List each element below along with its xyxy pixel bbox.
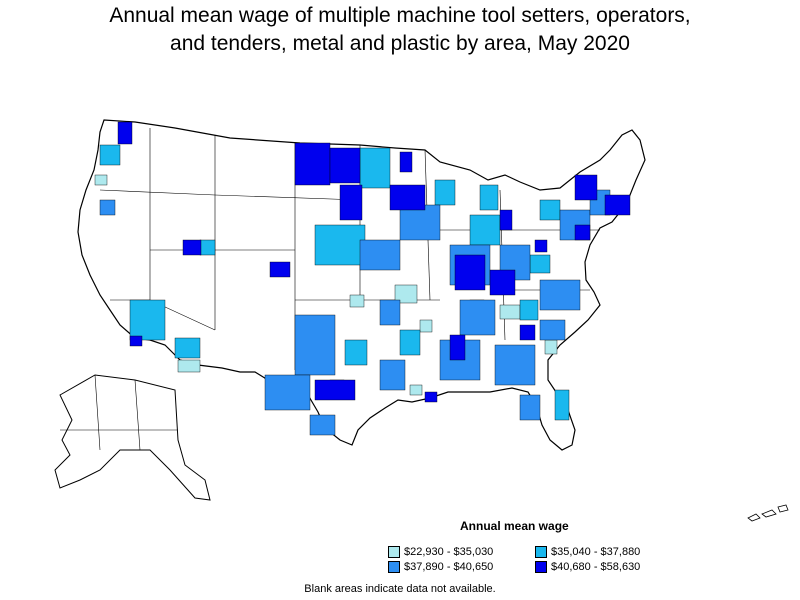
footnote: Blank areas indicate data not available. bbox=[304, 583, 496, 595]
title-line-2: and tenders, metal and plastic by area, … bbox=[170, 32, 630, 55]
regions-bracket-4 bbox=[117, 121, 631, 403]
regions-bracket-2 bbox=[99, 144, 570, 421]
hawaii-islands bbox=[747, 504, 789, 522]
alaska-outline bbox=[54, 374, 211, 501]
legend-label-2: $35,040 - $37,880 bbox=[551, 546, 641, 558]
legend-label-1: $22,930 - $35,030 bbox=[404, 546, 494, 558]
legend-swatch-3 bbox=[388, 561, 400, 573]
title-line-1: Annual mean wage of multiple machine too… bbox=[109, 4, 691, 27]
legend-swatch-2 bbox=[535, 546, 547, 558]
legend-swatch-1 bbox=[388, 546, 400, 558]
map-title: Annual mean wage of multiple machine too… bbox=[0, 2, 800, 58]
legend-swatch-4 bbox=[535, 561, 547, 573]
alaska-borough-lines bbox=[60, 374, 178, 451]
legend-item-2: $35,040 - $37,880 bbox=[535, 546, 640, 558]
legend-item-1: $22,930 - $35,030 bbox=[388, 546, 493, 558]
legend-label-4: $40,680 - $58,630 bbox=[551, 561, 641, 573]
legend-label-3: $37,890 - $40,650 bbox=[404, 561, 494, 573]
legend-title: Annual mean wage bbox=[460, 519, 569, 533]
legend-item-4: $40,680 - $58,630 bbox=[535, 561, 640, 573]
legend-item-3: $37,890 - $40,650 bbox=[388, 561, 493, 573]
